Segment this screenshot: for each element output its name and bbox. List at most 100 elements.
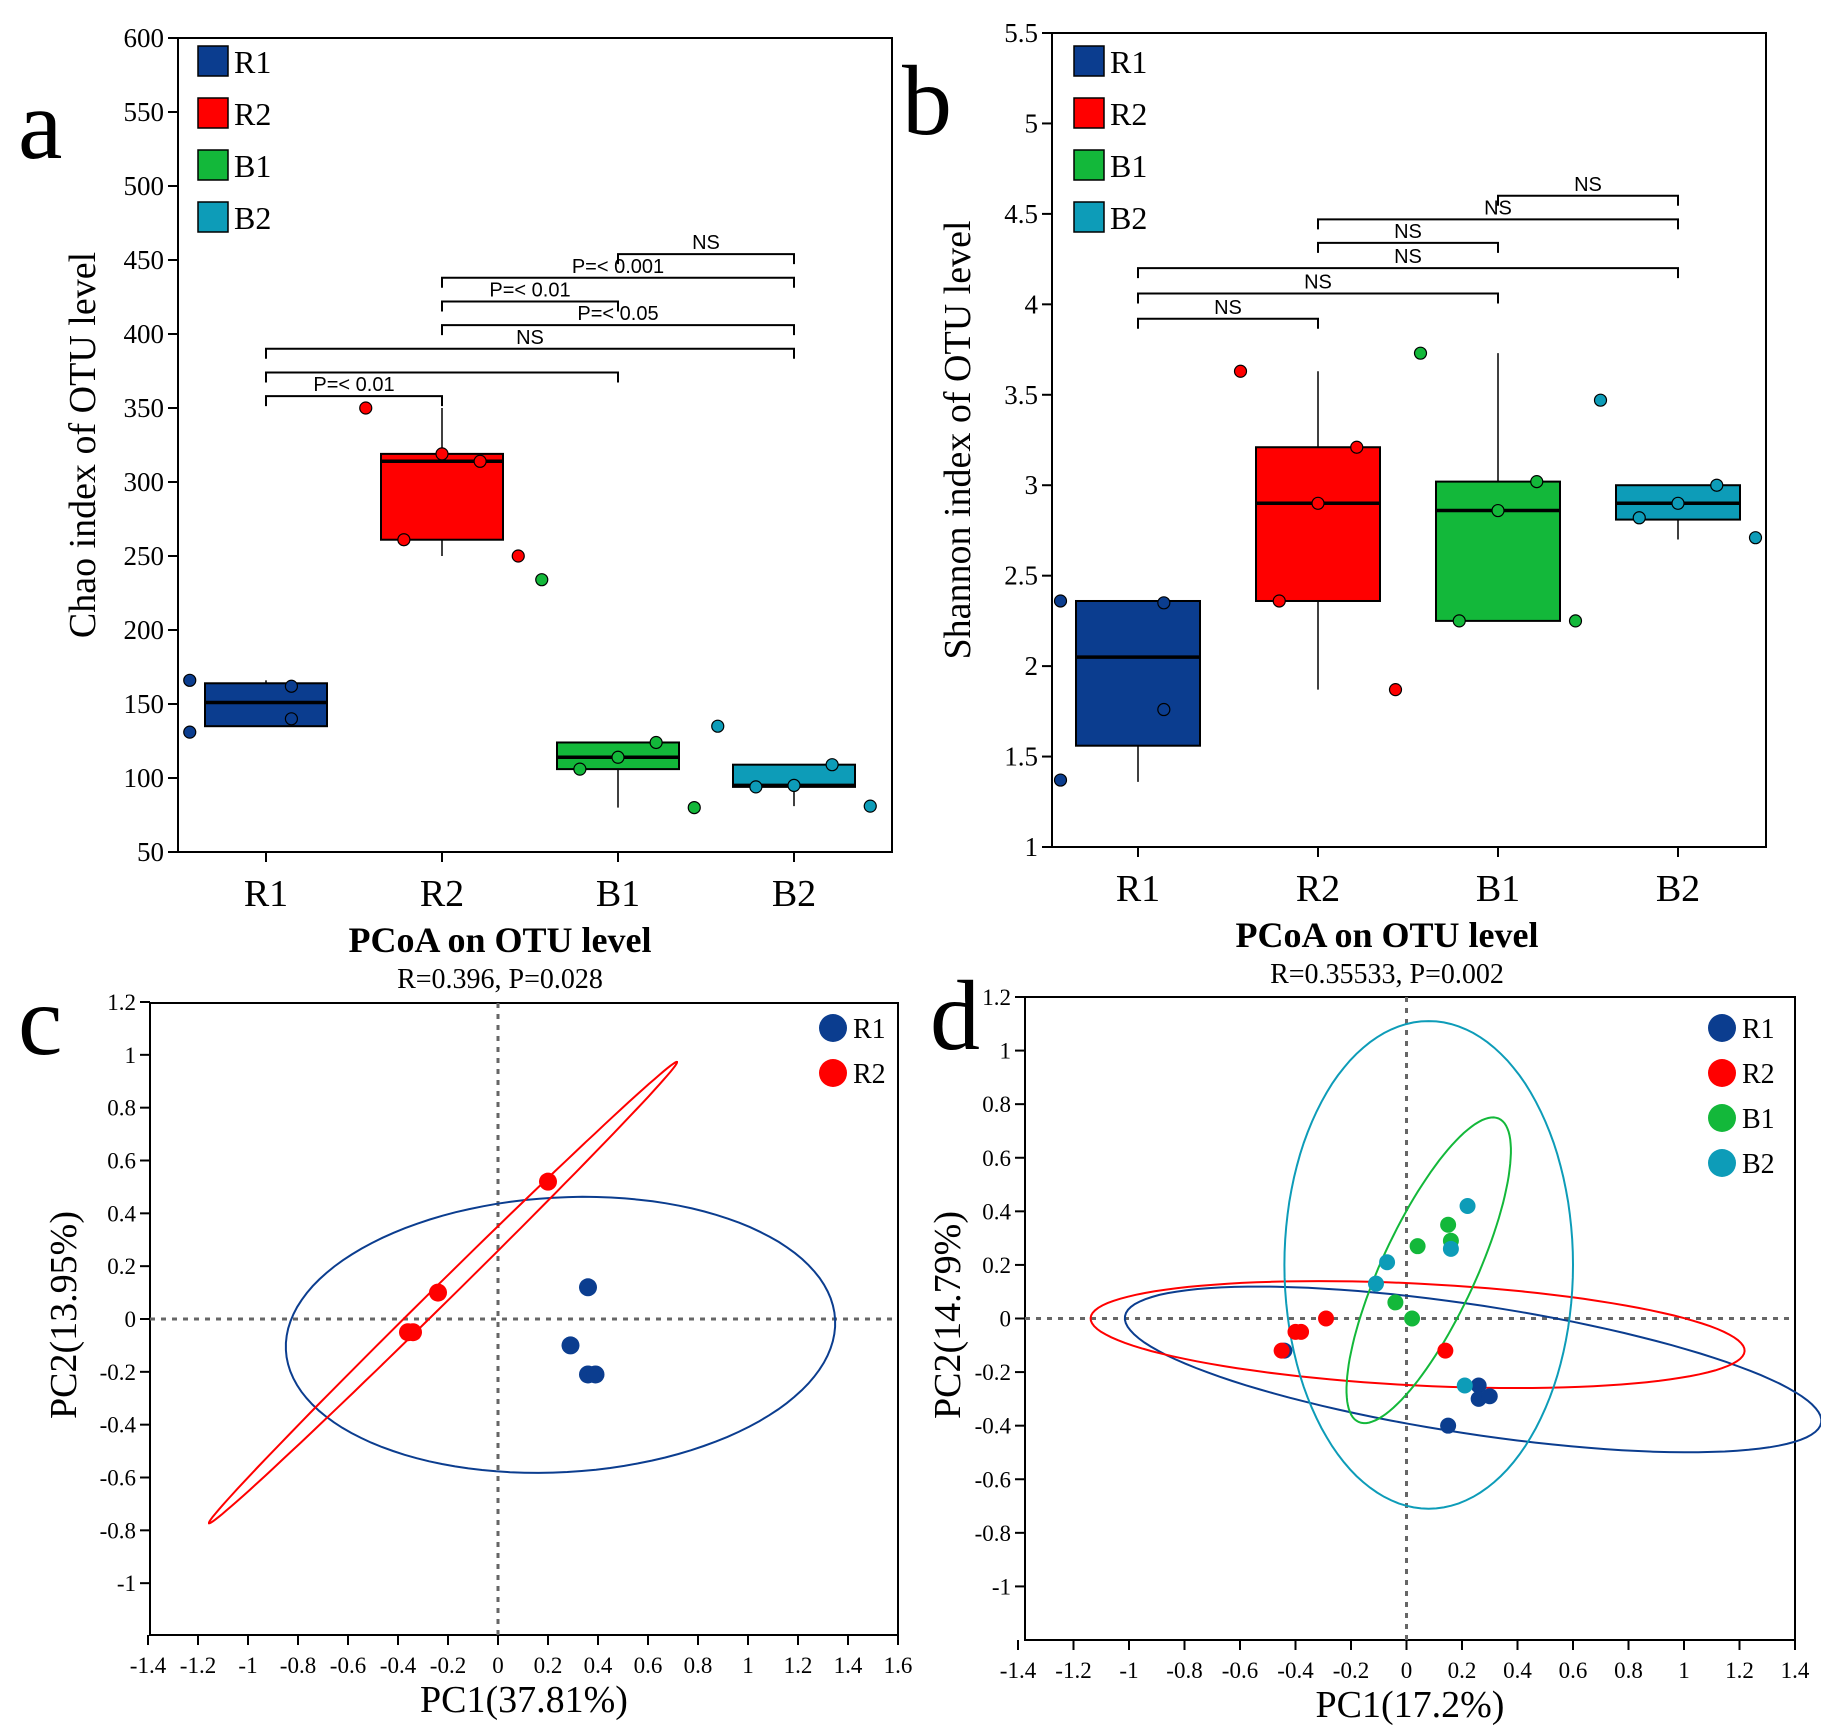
plot-frame-a (177, 37, 893, 853)
sample-point-R2 (1293, 1323, 1310, 1340)
data-point (359, 401, 373, 415)
x-tick-label: 0.8 (684, 1653, 713, 1678)
y-tick-label: 0 (125, 1307, 137, 1332)
x-tick-label: 1.4 (1781, 1658, 1810, 1683)
y-tick-label: -0.2 (100, 1360, 136, 1385)
y-tick-label: -1 (992, 1574, 1011, 1599)
data-point (825, 758, 839, 772)
x-tick-label: -1.4 (130, 1653, 167, 1678)
data-point (511, 549, 525, 563)
data-point (535, 573, 549, 587)
y-tick-label: 500 (124, 171, 165, 201)
sample-point-R1 (579, 1278, 597, 1297)
sample-point-B2 (1367, 1275, 1384, 1292)
data-point (473, 454, 487, 468)
sample-point-B1 (1409, 1238, 1426, 1255)
significance-label: P=< 0.001 (572, 256, 664, 278)
significance-bracket (1317, 241, 1499, 253)
x-tick-label: 0 (1401, 1658, 1413, 1683)
data-point (1632, 511, 1646, 525)
x-tick-label: 0.8 (1614, 1658, 1643, 1683)
x-tick-label: -1.2 (1055, 1658, 1091, 1683)
data-point (183, 673, 197, 687)
data-point (435, 447, 449, 461)
x-tick-label: 1.2 (784, 1653, 813, 1678)
data-point (649, 735, 663, 750)
sample-point-R1 (586, 1365, 605, 1384)
legend-label: R1 (853, 1014, 886, 1045)
box-B1 (1435, 480, 1561, 622)
significance-bracket (617, 253, 795, 265)
significance-bracket (1137, 267, 1679, 279)
x-tick-label: -0.6 (330, 1653, 366, 1678)
chart-subtitle-d: R=0.35533, P=0.002 (1270, 959, 1504, 990)
panel-letter-d: d (930, 960, 980, 1071)
legend-swatch (197, 45, 229, 77)
significance-bracket (1137, 317, 1319, 329)
significance-label: NS (1394, 246, 1422, 268)
y-tick-label: 0.4 (982, 1199, 1011, 1224)
y-tick-label: 0.6 (107, 1149, 136, 1174)
x-tick-label: -1 (238, 1653, 257, 1678)
sample-point-R1 (561, 1336, 580, 1355)
sample-point-B2 (1379, 1254, 1396, 1271)
y-tick-label: 200 (124, 615, 165, 645)
sample-point-B2 (1459, 1197, 1476, 1214)
legend-marker (1708, 1149, 1736, 1177)
x-tick-label: -0.2 (1333, 1658, 1369, 1683)
significance-bracket (1137, 292, 1499, 304)
y-tick-label: -0.4 (975, 1414, 1012, 1439)
y-tick-label: 0.2 (982, 1253, 1011, 1278)
confidence-ellipse-B1 (1345, 1116, 1512, 1425)
legend-label: R2 (1110, 96, 1147, 132)
data-point (1311, 496, 1325, 510)
data-point (1593, 393, 1608, 407)
legend-swatch (1073, 149, 1105, 181)
y-tick-label: -0.4 (100, 1413, 137, 1438)
y-tick-label: 0.8 (107, 1096, 136, 1121)
y-tick-label: 5 (1025, 108, 1039, 138)
panel-letter-b: b (902, 45, 952, 156)
significance-bracket (1497, 194, 1679, 206)
data-point (1710, 478, 1724, 492)
x-tick-label: 1.6 (884, 1653, 913, 1678)
y-tick-label: 1.2 (107, 990, 136, 1015)
data-point (1413, 346, 1428, 360)
legend-marker (1708, 1059, 1736, 1087)
x-tick-label: 0.6 (634, 1653, 663, 1678)
legend-marker (1708, 1104, 1736, 1132)
legend-marker (1708, 1014, 1736, 1042)
x-tick-label: -0.2 (430, 1653, 466, 1678)
panel-letter-a: a (18, 69, 62, 180)
y-tick-label: 4 (1025, 289, 1039, 319)
legend-swatch (197, 201, 229, 233)
chart-subtitle-c: R=0.396, P=0.028 (397, 964, 603, 995)
sample-point-B2 (1456, 1377, 1473, 1394)
significance-label: NS (516, 327, 544, 349)
legend-marker (819, 1014, 847, 1042)
x-tick-label: R2 (1296, 868, 1340, 910)
y-tick-label: 1 (1000, 1039, 1012, 1064)
legend-swatch (197, 97, 229, 129)
y-tick-label: 1 (125, 1043, 137, 1068)
legend-label: R2 (1742, 1059, 1775, 1090)
y-axis-label-c: PC2(13.95%) (43, 1211, 85, 1419)
y-tick-label: 3 (1025, 470, 1039, 500)
y-tick-label: -0.8 (975, 1521, 1011, 1546)
y-tick-label: 400 (124, 319, 165, 349)
sample-point-B1 (1387, 1294, 1404, 1311)
x-tick-label: B1 (596, 873, 640, 915)
y-tick-label: -0.8 (100, 1518, 136, 1543)
sample-point-R1 (1481, 1388, 1498, 1405)
legend-label: R1 (1742, 1014, 1775, 1045)
x-tick-label: -1 (1119, 1658, 1138, 1683)
y-tick-label: 0.2 (107, 1254, 136, 1279)
data-point (1053, 594, 1068, 608)
x-tick-label: -0.6 (1222, 1658, 1258, 1683)
x-tick-label: B2 (772, 873, 816, 915)
data-point (1568, 614, 1583, 628)
y-tick-label: 50 (137, 837, 164, 867)
y-tick-label: 100 (124, 763, 165, 793)
x-tick-label: R1 (1116, 868, 1160, 910)
y-tick-label: 4.5 (1004, 199, 1038, 229)
